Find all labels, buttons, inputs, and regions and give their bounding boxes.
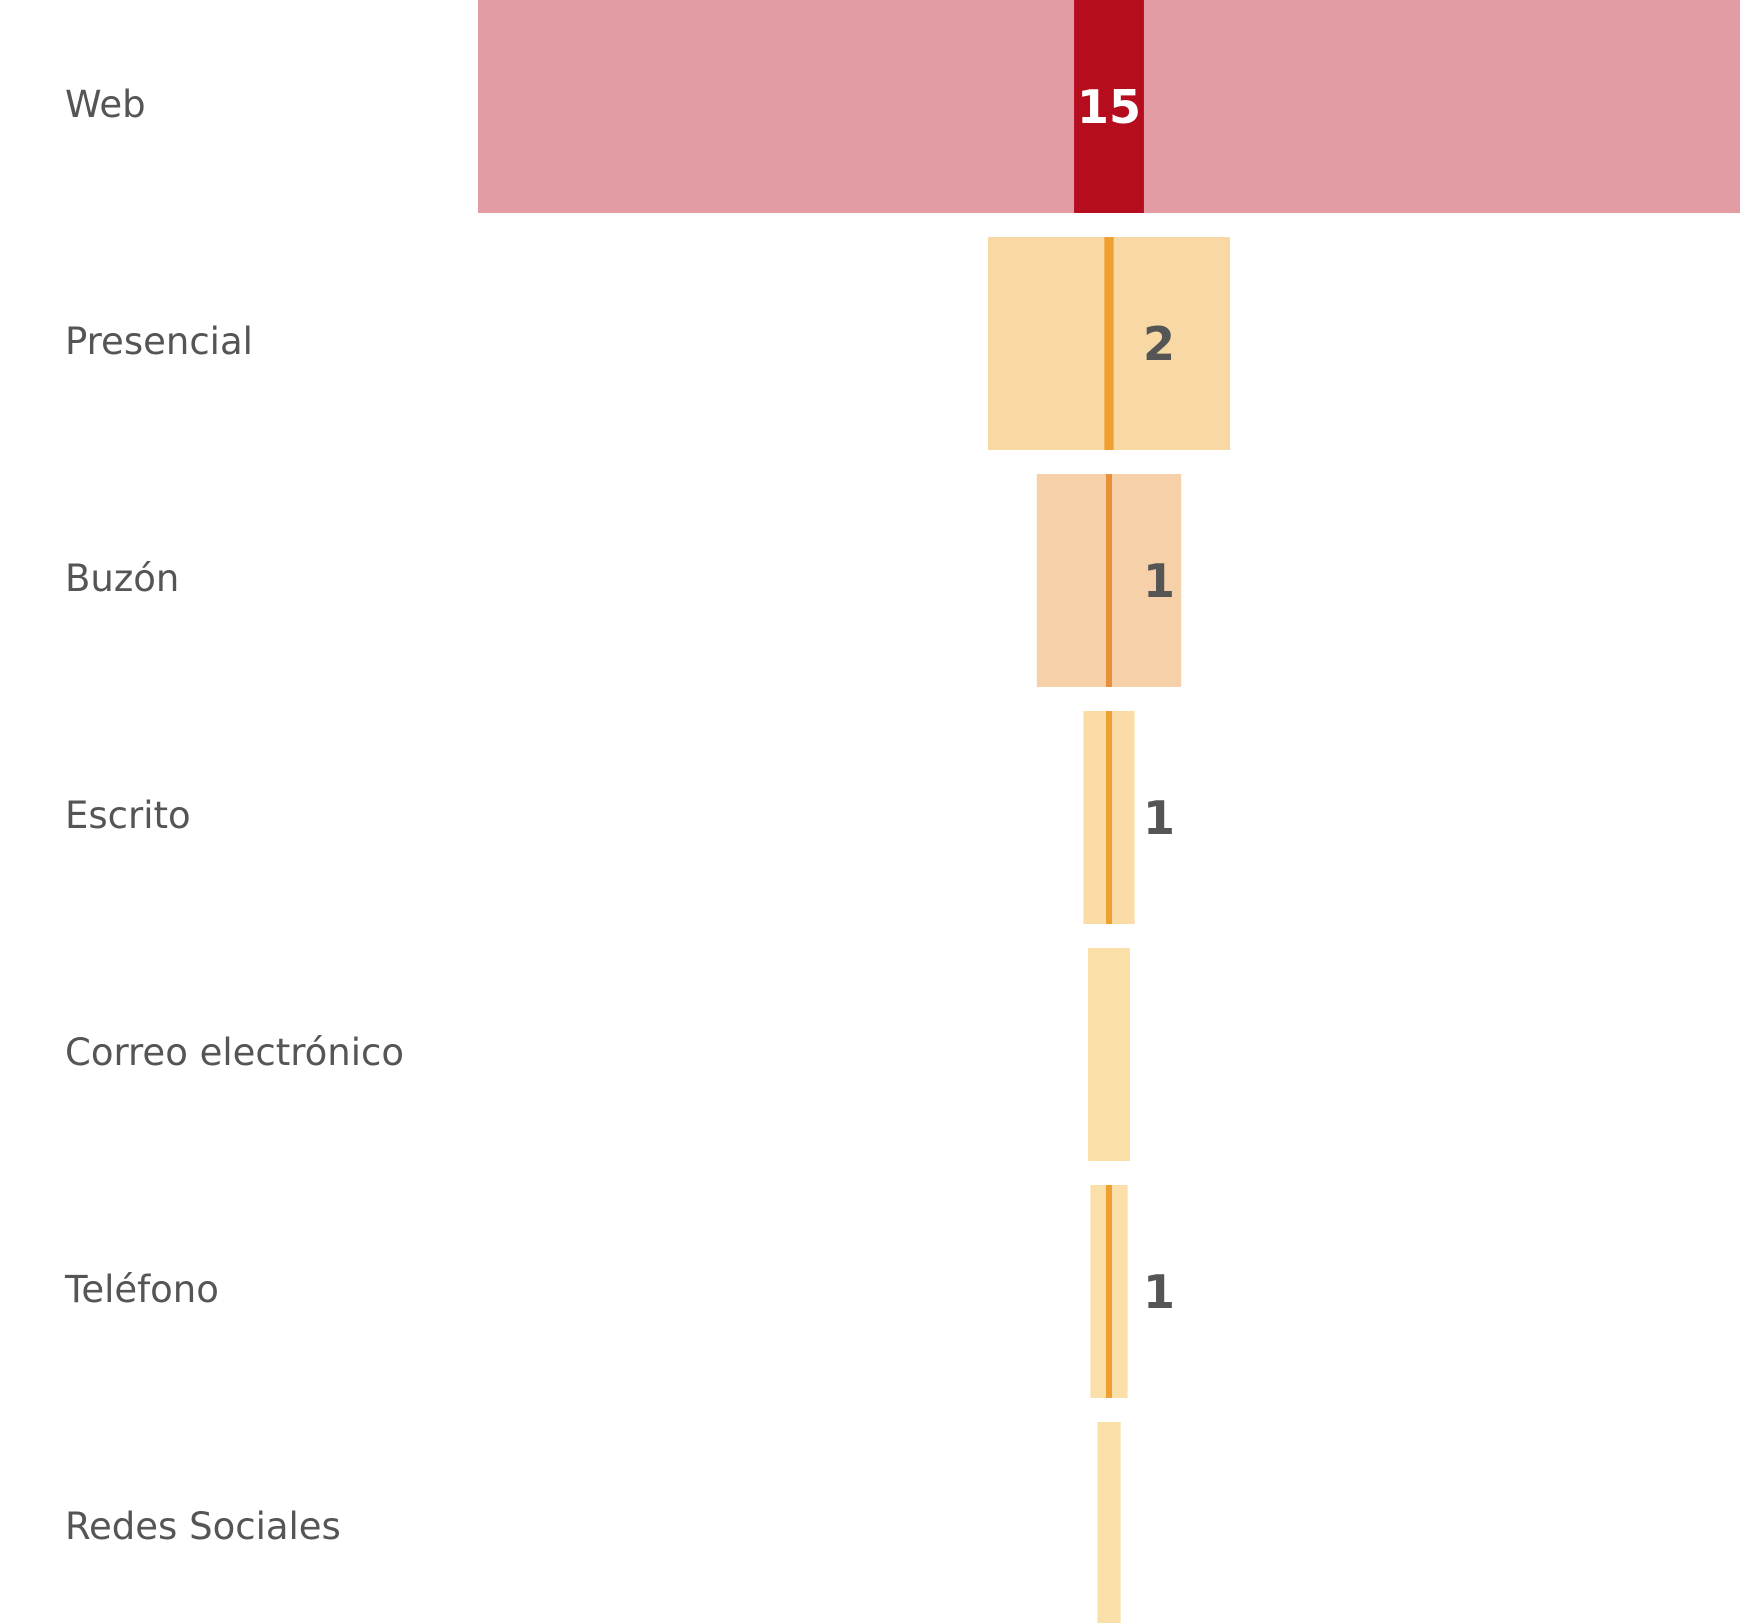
category-label: Teléfono: [64, 1268, 219, 1311]
data-label: 2: [1143, 317, 1175, 371]
data-label: 1: [1143, 791, 1175, 845]
category-label: Web: [65, 83, 146, 126]
data-label: 1: [1143, 1265, 1175, 1319]
category-label: Correo electrónico: [65, 1031, 404, 1074]
data-label: 1: [1143, 554, 1175, 608]
category-label: Presencial: [65, 320, 253, 363]
inner-bar: [1104, 237, 1114, 450]
inner-bar: [1106, 474, 1112, 687]
outer-bar: [1088, 948, 1130, 1161]
inner-bar: [1074, 0, 1144, 213]
category-label: Redes Sociales: [65, 1505, 341, 1548]
inner-bar: [1106, 711, 1112, 924]
outer-bar: [1097, 1422, 1121, 1623]
inner-bar: [1106, 1185, 1112, 1398]
category-label: Escrito: [65, 794, 191, 837]
data-label: 15: [1077, 80, 1141, 134]
category-label: Buzón: [65, 557, 179, 600]
